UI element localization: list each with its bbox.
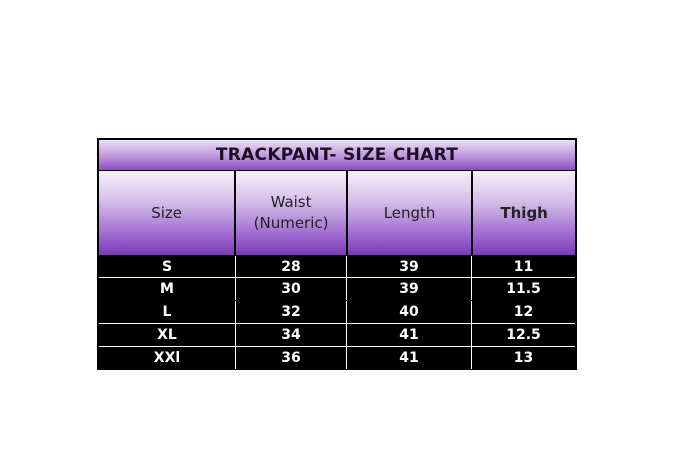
header-size: Size [99,171,235,255]
table-cell: 12.5 [506,327,541,343]
table-cell: 28 [236,256,347,278]
table-cell: 12 [513,304,534,320]
table-cell: S [99,256,236,278]
table-cell: XXl [99,347,236,369]
size-chart-table: TRACKPANT- SIZE CHART Size Waist (Numeri… [97,138,577,370]
table-row: L 32 40 12 [99,301,575,323]
table-cell: XL [99,324,236,346]
table-cell: 39 [347,256,472,278]
table-row: S 28 39 11 [99,256,575,278]
header-waist: Waist (Numeric) [236,171,346,255]
header-row: Size Waist (Numeric) Length Thigh [99,171,575,255]
table-cell: 34 [236,324,347,346]
header-length: Length [347,171,472,255]
table-cell: 11 [513,259,534,275]
table-cell: 13 [513,350,534,366]
table-cell: 36 [236,347,347,369]
table-row: XXl 36 41 13 [99,347,575,369]
table-row: XL 34 41 12.5 [99,324,575,346]
table-row: M 30 39 11.5 [99,278,575,300]
table-cell: L [99,301,236,323]
row-divider [99,323,575,324]
table-cell: 32 [236,301,347,323]
table-cell: 40 [347,301,472,323]
table-cell: 30 [236,278,347,300]
row-divider [99,346,575,347]
table-cell: 11.5 [506,281,541,297]
row-divider [99,277,575,278]
header-thigh: Thigh [473,171,575,255]
table-cell: M [99,278,236,300]
table-cell: 41 [347,324,472,346]
table-cell: 39 [347,278,472,300]
table-title: TRACKPANT- SIZE CHART [99,140,575,170]
table-cell: 41 [347,347,472,369]
